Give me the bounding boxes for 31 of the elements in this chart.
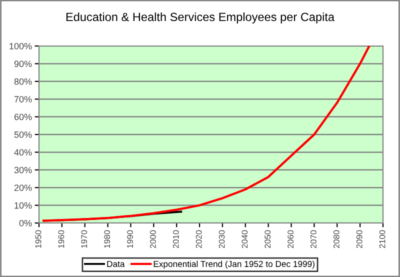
y-tick-label: 50% bbox=[14, 131, 32, 138]
x-tick-label: 1960 bbox=[58, 230, 64, 248]
y-tick-label: 70% bbox=[14, 96, 32, 102]
x-tick-label: 2090 bbox=[356, 230, 362, 248]
y-tick-label: 20% bbox=[14, 184, 32, 191]
y-tick-label: 100% bbox=[10, 42, 32, 50]
x-tick-label: 1980 bbox=[104, 230, 110, 248]
y-tick-label: 30% bbox=[14, 166, 32, 174]
x-tick-label: 2070 bbox=[310, 230, 316, 248]
y-tick-label: 40% bbox=[14, 149, 32, 156]
legend-label: Exponential Trend (Jan 1952 to Dec 1999) bbox=[154, 260, 314, 269]
y-tick-label: 60% bbox=[14, 114, 32, 120]
x-tick-label: 2060 bbox=[288, 230, 294, 248]
x-tick-label: 2030 bbox=[218, 230, 225, 248]
legend-label: Data bbox=[107, 261, 125, 268]
chart-title: Education & Health Services Employees per Capita bbox=[66, 12, 335, 24]
x-tick-label: 2050 bbox=[264, 230, 271, 248]
x-tick-label: 2100 bbox=[379, 230, 386, 248]
x-tick-label: 1990 bbox=[127, 230, 133, 248]
y-tick-label: 10% bbox=[14, 202, 32, 209]
y-tick-label: 80% bbox=[14, 78, 32, 85]
y-tick-label: 90% bbox=[14, 60, 32, 68]
x-tick-label: 1950 bbox=[35, 230, 42, 248]
y-tick-label: 0% bbox=[19, 220, 32, 226]
line-series bbox=[42, 46, 370, 222]
x-tick-label: 2040 bbox=[242, 230, 248, 248]
x-tick-label: 2080 bbox=[333, 230, 340, 248]
x-tick-label: 1970 bbox=[81, 230, 88, 248]
x-tick-label: 2000 bbox=[150, 230, 156, 248]
x-tick-label: 2020 bbox=[196, 230, 202, 248]
x-tick-label: 2010 bbox=[172, 230, 179, 248]
